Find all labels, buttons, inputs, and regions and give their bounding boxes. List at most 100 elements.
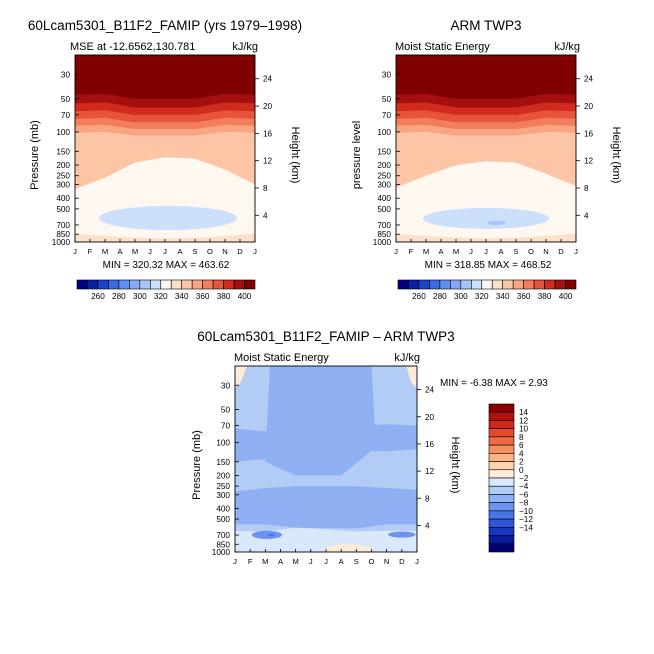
colorbar-observed-label: 280 xyxy=(433,292,447,301)
pressure-tick-label: 150 xyxy=(377,147,391,156)
colorbar-difference-label: 0 xyxy=(519,466,524,475)
colorbar-model-swatch xyxy=(223,279,235,290)
diff-band-neg2-mid xyxy=(235,486,417,529)
diff-positive-surface xyxy=(324,544,374,552)
height-tick-label: 24 xyxy=(263,75,273,84)
colorbar-model-swatch xyxy=(118,279,130,290)
panel-observed-title: ARM TWP3 xyxy=(450,18,521,33)
month-tick-label: J xyxy=(574,247,578,256)
panel-observed-colorbar: 260 280 300 320 340 360 380 400 xyxy=(397,279,577,301)
pressure-tick-label: 300 xyxy=(216,491,230,500)
colorbar-model-label: 360 xyxy=(196,292,210,301)
pressure-tick-label: 400 xyxy=(216,504,230,513)
panel-observed-subtitle-right: kJ/kg xyxy=(554,41,580,53)
panel-difference-subtitle-right: kJ/kg xyxy=(394,352,420,364)
month-tick-label: D xyxy=(558,247,564,256)
colorbar-observed-swatch xyxy=(544,279,556,290)
pressure-tick-label: 200 xyxy=(377,161,391,170)
pressure-tick-label: 200 xyxy=(216,471,230,480)
colorbar-difference-swatch xyxy=(488,403,515,413)
pressure-tick-label: 100 xyxy=(56,128,70,137)
colorbar-difference-swatch xyxy=(488,527,515,536)
colorbar-observed-label: 380 xyxy=(538,292,552,301)
colorbar-model-swatch xyxy=(160,279,172,290)
diff-band-neg4-right xyxy=(363,424,417,452)
month-tick-label: J xyxy=(484,247,488,256)
colorbar-observed-label: 400 xyxy=(559,292,573,301)
colorbar-difference-label: −10 xyxy=(519,507,533,516)
panel-model-ylabel: Pressure (mb) xyxy=(29,120,41,190)
colorbar-observed-label: 260 xyxy=(412,292,426,301)
pressure-tick-label: 850 xyxy=(56,230,70,239)
colorbar-model-swatch xyxy=(108,279,120,290)
month-tick-label: O xyxy=(369,557,375,566)
height-tick-label: 4 xyxy=(425,521,430,530)
colorbar-difference-label: −4 xyxy=(519,482,529,491)
colorbar-difference-swatch xyxy=(488,535,515,545)
month-tick-label: A xyxy=(339,557,345,566)
colorbar-model-swatch xyxy=(139,279,151,290)
month-tick-label: J xyxy=(163,247,167,256)
panel-model-colorbar: 260 280 300 320 340 360 380 400 xyxy=(76,279,256,301)
colorbar-difference-swatch xyxy=(488,469,515,479)
month-tick-label: M xyxy=(423,247,429,256)
month-tick-label: S xyxy=(354,557,359,566)
colorbar-difference-swatch xyxy=(488,428,515,438)
colorbar-difference-label: −2 xyxy=(519,474,529,483)
month-tick-label: O xyxy=(207,247,213,256)
colorbar-difference-swatch xyxy=(488,510,515,520)
pressure-tick-label: 500 xyxy=(216,515,230,524)
height-tick-label: 4 xyxy=(263,211,268,220)
pressure-tick-label: 250 xyxy=(216,482,230,491)
pressure-tick-label: 100 xyxy=(216,439,230,448)
height-tick-label: 16 xyxy=(425,440,435,449)
height-tick-label: 16 xyxy=(584,129,594,138)
month-tick-label: J xyxy=(253,247,257,256)
colorbar-model-swatch xyxy=(191,279,203,290)
month-tick-label: S xyxy=(192,247,197,256)
month-tick-label: J xyxy=(233,557,237,566)
diff-band-neg4-left xyxy=(235,428,296,462)
colorbar-difference-label: −6 xyxy=(519,490,529,499)
colorbar-model-label: 400 xyxy=(238,292,252,301)
panel-observed: ARM TWP3 Moist Static Energy kJ/kg 30 50 7… xyxy=(351,18,622,301)
colorbar-difference-swatch xyxy=(488,494,515,503)
colorbar-observed-swatch xyxy=(523,279,535,290)
colorbar-observed-swatch xyxy=(554,279,566,290)
pressure-tick-label: 70 xyxy=(221,422,231,431)
colorbar-model-swatch xyxy=(87,279,99,290)
diff-positive-top-left xyxy=(235,366,248,389)
panel-difference-ylabel: Pressure (mb) xyxy=(191,430,203,500)
panel-model-ylabel-right: Height (km) xyxy=(289,127,301,184)
pressure-tick-label: 30 xyxy=(382,70,392,79)
month-tick-label: A xyxy=(278,557,284,566)
colorbar-difference-label: −14 xyxy=(519,523,533,532)
colorbar-difference-swatch xyxy=(488,485,515,495)
colorbar-difference-swatch xyxy=(488,411,515,421)
contour-minimum xyxy=(423,207,549,229)
month-tick-label: S xyxy=(513,247,518,256)
month-tick-label: M xyxy=(453,247,459,256)
colorbar-model-swatch xyxy=(233,279,245,290)
pressure-tick-label: 400 xyxy=(56,194,70,203)
colorbar-observed-swatch xyxy=(512,279,524,290)
pressure-tick-label: 1000 xyxy=(373,238,392,247)
colorbar-difference-swatch xyxy=(488,461,515,471)
pressure-tick-label: 150 xyxy=(216,458,230,467)
height-tick-label: 8 xyxy=(584,184,589,193)
colorbar-observed-swatch xyxy=(460,279,472,290)
diff-band-neg4-upper xyxy=(265,366,377,476)
colorbar-model-swatch xyxy=(212,279,224,290)
height-tick-label: 20 xyxy=(263,102,273,111)
colorbar-observed-label: 320 xyxy=(475,292,489,301)
colorbar-difference-swatch xyxy=(488,543,515,553)
colorbar-difference-label: 4 xyxy=(519,449,524,458)
colorbar-difference-swatch xyxy=(488,518,515,528)
month-tick-label: A xyxy=(117,247,123,256)
panel-model-stats: MIN = 320.32 MAX = 463.62 xyxy=(103,260,230,271)
panel-difference-subtitle-left: Moist Static Energy xyxy=(234,352,329,364)
pressure-tick-label: 250 xyxy=(377,172,391,181)
panel-model-title: 60Lcam5301_B11F2_FAMIP (yrs 1979–1998) xyxy=(28,18,302,33)
panel-difference-title: 60Lcam5301_B11F2_FAMIP – ARM TWP3 xyxy=(197,329,454,344)
